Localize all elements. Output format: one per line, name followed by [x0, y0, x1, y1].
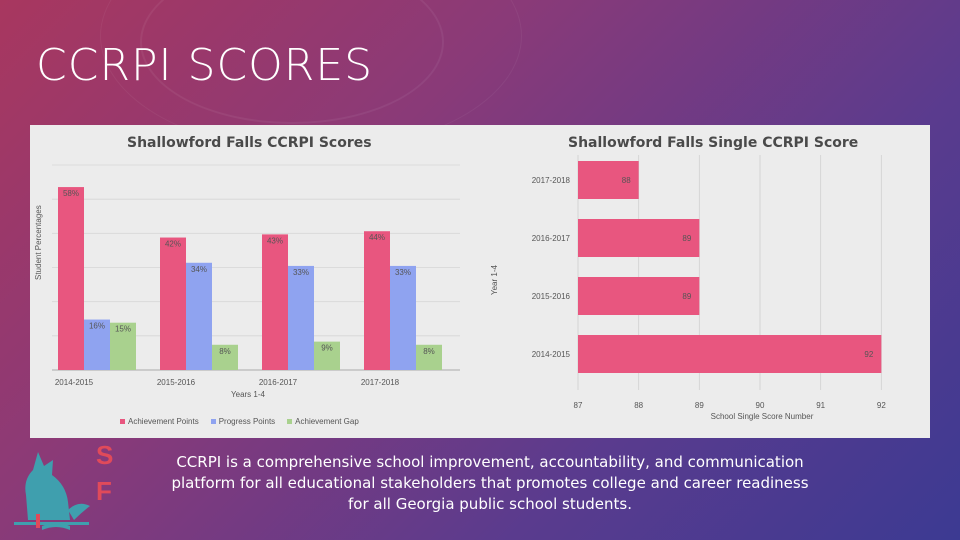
data-label: 33%: [293, 268, 309, 277]
data-label: 89: [682, 234, 691, 243]
data-label: 8%: [423, 347, 435, 356]
bar: [578, 219, 700, 257]
legend-swatch: [120, 419, 125, 424]
bar: [160, 237, 186, 370]
right-bar-chart: 87888990919293882017-2018892016-20178920…: [532, 155, 886, 421]
data-label: 58%: [63, 189, 79, 198]
data-label: 88: [622, 176, 631, 185]
right-chart-title: Shallowford Falls Single CCRPI Score: [568, 135, 859, 151]
bar: [578, 277, 700, 315]
chart-panel: Shallowford Falls CCRPI Scores Shallowfo…: [30, 125, 930, 438]
legend-item-gap: Achievement Gap: [287, 417, 359, 426]
data-label: 33%: [395, 268, 411, 277]
left-y-axis-label: Student Percentages: [34, 205, 43, 280]
data-label: 8%: [219, 347, 231, 356]
svg-text:F: F: [96, 476, 112, 506]
bar: [110, 322, 136, 370]
bar: [416, 344, 442, 370]
x-tick-label: 88: [634, 401, 643, 410]
data-label: 43%: [267, 236, 283, 245]
legend-label: Achievement Gap: [295, 417, 359, 426]
bar: [58, 187, 84, 370]
legend-swatch: [210, 419, 216, 424]
legend-item-achievement: Achievement Points: [120, 417, 199, 426]
svg-text:S: S: [96, 440, 113, 470]
y-tick-label: 2015-2016: [532, 292, 571, 301]
bar: [314, 341, 340, 370]
x-axis-title: School Single Score Number: [711, 412, 814, 421]
bar: [390, 265, 416, 370]
legend-swatch: [287, 419, 293, 424]
data-label: 15%: [115, 325, 131, 334]
data-label: 9%: [321, 344, 333, 353]
x-tick-label: 89: [695, 401, 704, 410]
x-tick-label: 90: [756, 401, 765, 410]
slide-title: CCRPI SCORES: [36, 40, 374, 91]
bar: [288, 265, 314, 370]
data-label: 34%: [191, 265, 207, 274]
x-tick-label: 87: [574, 401, 583, 410]
y-tick-label: 2017-2018: [532, 176, 571, 185]
bar: [186, 262, 212, 370]
data-label: 89: [682, 292, 691, 301]
right-y-axis-label: Year 1-4: [490, 265, 499, 295]
bar: [578, 335, 882, 373]
left-bar-chart: 58% 16% 15% 2014-2015 42% 34% 8% 2015-2016 43% 33…: [52, 164, 460, 399]
legend-label: Progress Points: [218, 417, 276, 426]
bar: [212, 344, 238, 370]
bar: [84, 319, 110, 370]
data-label: 44%: [369, 233, 385, 242]
x-tick-label: 2016-2017: [259, 378, 298, 387]
left-chart-title: Shallowford Falls CCRPI Scores: [127, 135, 372, 151]
data-label: 42%: [165, 240, 181, 249]
y-tick-label: 2014-2015: [532, 350, 571, 359]
x-tick-label: 91: [816, 401, 825, 410]
bar: [578, 161, 639, 199]
x-tick-label: 2015-2016: [157, 378, 196, 387]
x-axis-title: Years 1-4: [231, 390, 266, 399]
fox-logo-icon: S F: [14, 440, 113, 530]
legend-item-progress: Progress Points: [210, 417, 276, 426]
legend-label: Achievement Points: [128, 417, 199, 426]
left-chart-legend: Achievement Points Progress Points Achie…: [120, 417, 359, 426]
x-tick-label: 2014-2015: [55, 378, 94, 387]
data-label: 16%: [89, 322, 105, 331]
y-tick-label: 2016-2017: [532, 234, 571, 243]
x-tick-label: 2017-2018: [361, 378, 400, 387]
bar: [364, 231, 390, 370]
x-tick-label: 92: [877, 401, 886, 410]
bar: [262, 234, 288, 370]
data-label: 92: [864, 350, 873, 359]
footer-description: CCRPI is a comprehensive school improvem…: [171, 453, 809, 513]
